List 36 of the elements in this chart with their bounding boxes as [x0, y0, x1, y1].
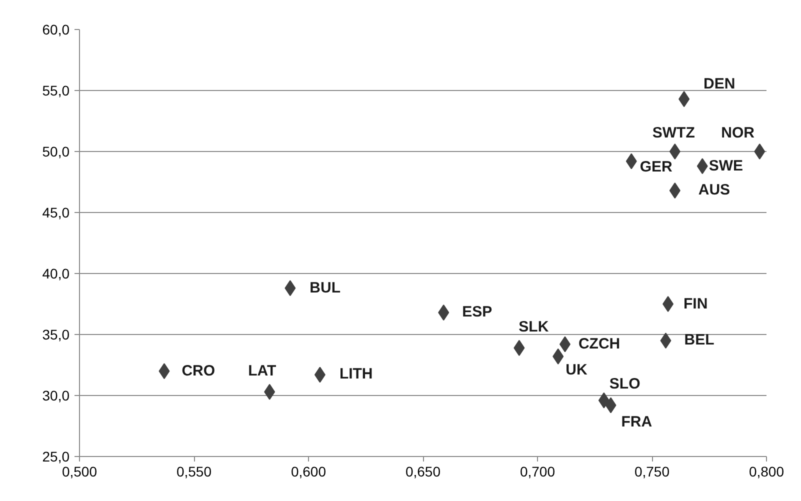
x-tick-label: 0,800	[748, 464, 784, 480]
annotation: GER	[640, 158, 672, 176]
x-tick-label: 0,750	[634, 464, 670, 480]
annotation: AUS	[698, 182, 730, 199]
annotation: NOR	[721, 124, 754, 142]
x-tick-label: 0,600	[290, 464, 326, 480]
point	[669, 144, 680, 160]
annotation: BEL	[684, 332, 714, 349]
y-tick-label: 55,0	[42, 82, 70, 98]
annotation: BUL	[310, 279, 340, 296]
y-tick-label: 60,0	[42, 22, 70, 38]
annotation: CRO	[182, 362, 216, 380]
annotation: SLO	[609, 375, 640, 392]
annotation: UK	[566, 361, 588, 378]
y-tick-label: 50,0	[42, 144, 70, 160]
annotation: CZCH	[578, 335, 620, 352]
annotation: SLK	[518, 318, 549, 336]
point	[662, 296, 674, 312]
x-tick-label: 0,550	[176, 464, 212, 480]
y-tick-label: 35,0	[42, 326, 70, 342]
y-tick-label: 40,0	[42, 266, 70, 282]
x-tick-label: 0,700	[520, 464, 556, 480]
x-tick-label: 0,650	[405, 464, 441, 480]
annotation: SWTZ	[652, 124, 695, 142]
annotation: LITH	[339, 366, 373, 383]
annotation: FRA	[621, 413, 652, 430]
x-tick-label: 0,500	[62, 464, 98, 480]
annotation: ESP	[462, 304, 492, 321]
annotation: LAT	[248, 362, 276, 380]
annotation: DEN	[704, 75, 736, 92]
y-tick-label: 25,0	[42, 448, 70, 464]
annotation: SWE	[708, 157, 744, 174]
point	[754, 144, 766, 160]
y-tick-label: 30,0	[42, 388, 70, 404]
annotation: FIN	[684, 295, 708, 312]
y-tick-label: 45,0	[42, 204, 70, 220]
